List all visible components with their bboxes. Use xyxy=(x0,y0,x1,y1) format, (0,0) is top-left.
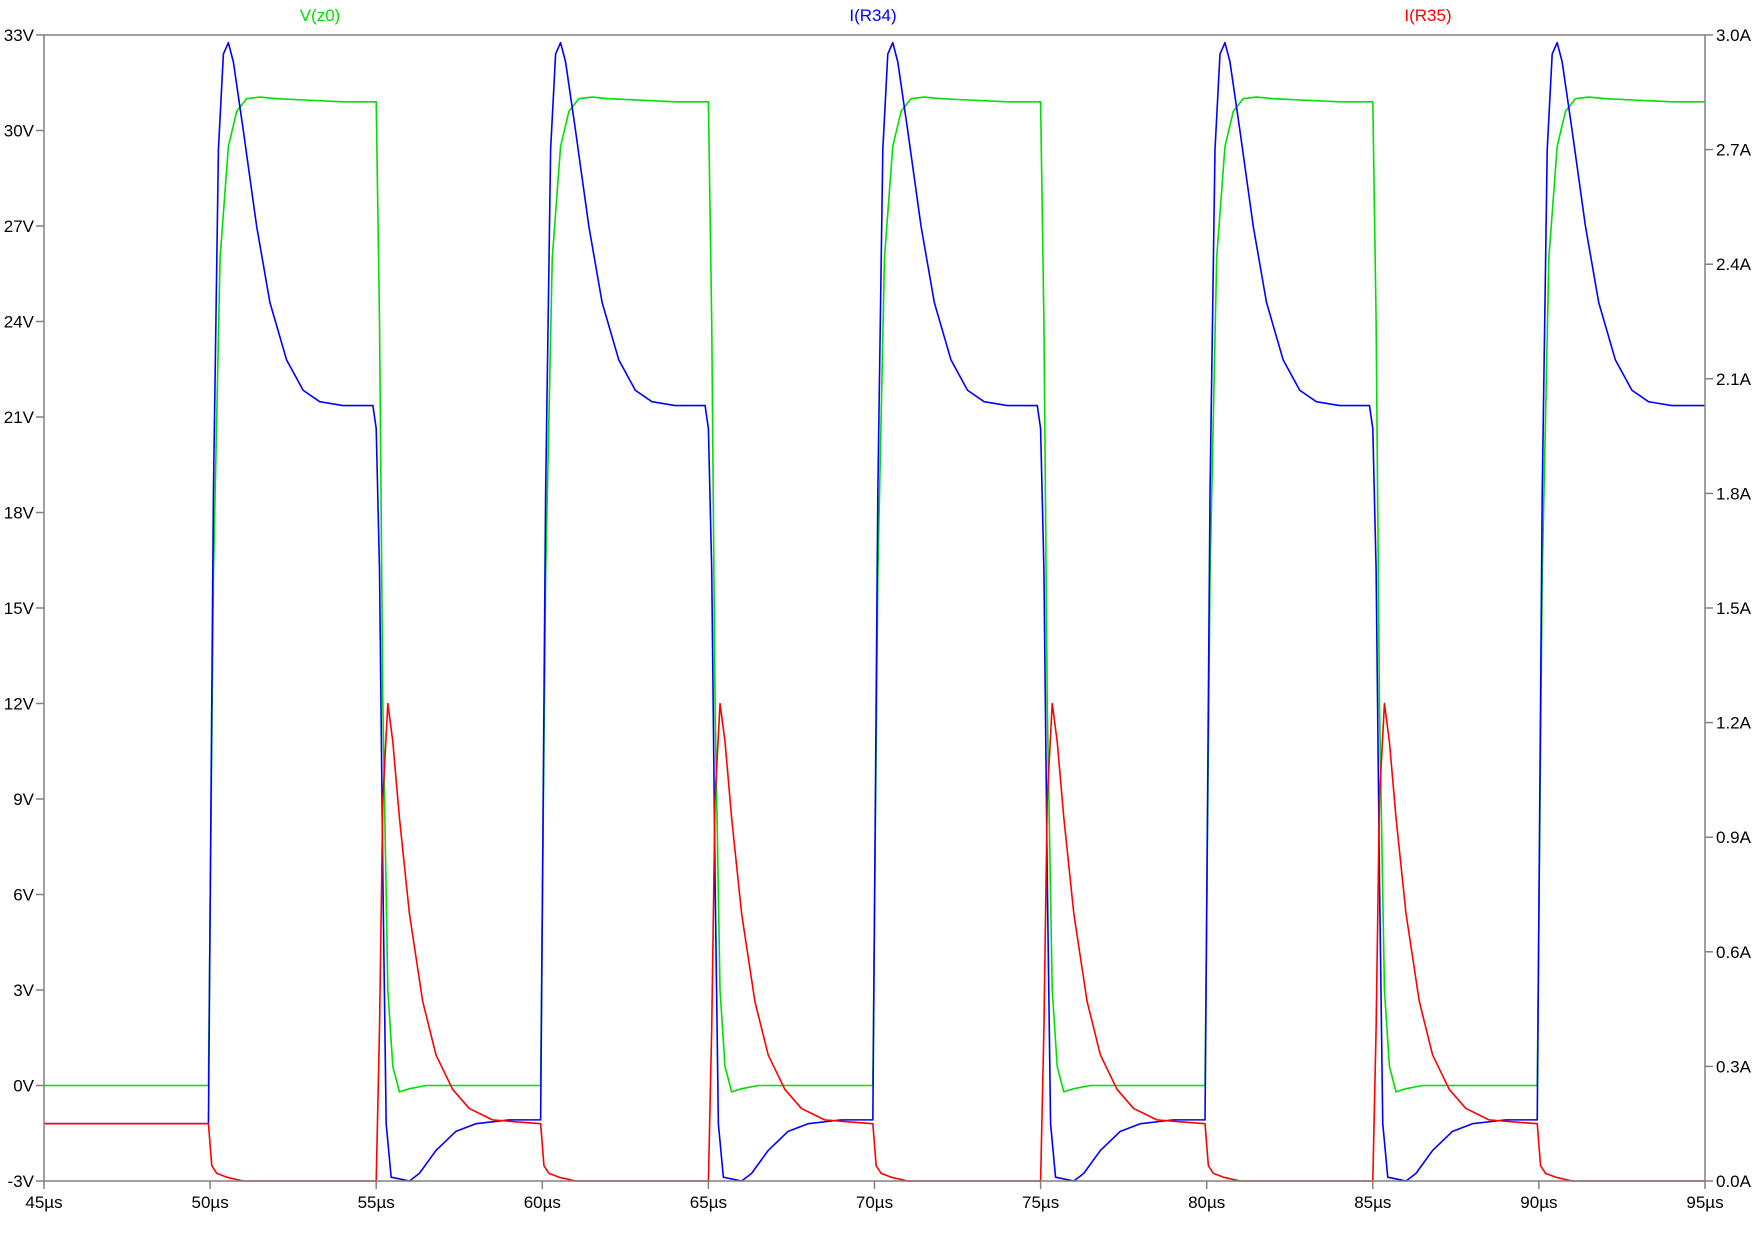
y-left-tick-label: 3V xyxy=(13,981,34,1000)
legend-entry: V(z0) xyxy=(300,6,341,25)
y-left-tick-label: 12V xyxy=(4,695,35,714)
x-tick-label: 55µs xyxy=(358,1193,395,1212)
x-tick-label: 50µs xyxy=(191,1193,228,1212)
y-right-tick-label: 1.8A xyxy=(1716,484,1752,503)
y-right-tick-label: 3.0A xyxy=(1716,26,1752,45)
y-left-tick-label: 30V xyxy=(4,122,35,141)
series-line-i-r35 xyxy=(44,702,1705,1182)
y-right-tick-label: 2.4A xyxy=(1716,255,1752,274)
y-left-tick-label: 15V xyxy=(4,599,35,618)
x-tick-label: 90µs xyxy=(1520,1193,1557,1212)
y-right-tick-label: 1.5A xyxy=(1716,599,1752,618)
y-right-tick-label: 0.3A xyxy=(1716,1057,1752,1076)
x-tick-label: 95µs xyxy=(1686,1193,1723,1212)
y-right-tick-label: 0.0A xyxy=(1716,1172,1752,1191)
y-right-tick-label: 2.7A xyxy=(1716,141,1752,160)
x-tick-label: 75µs xyxy=(1022,1193,1059,1212)
y-right-tick-label: 0.9A xyxy=(1716,828,1752,847)
y-left-tick-label: 33V xyxy=(4,26,35,45)
series-line-v-z0 xyxy=(44,96,1705,1093)
legend-entry: I(R34) xyxy=(849,6,896,25)
y-axis-left: -3V 0V 3V 6V 9V 12V 15V 18V 21V 24V 27V 30V 33V xyxy=(4,26,44,1191)
x-axis: 45µs 50µs 55µs 60µs 65µs 70µs 75µs 80µs 85µs 90µs… xyxy=(25,1181,1724,1212)
y-right-tick-label: 1.2A xyxy=(1716,714,1752,733)
x-tick-label: 80µs xyxy=(1188,1193,1225,1212)
legend-entry: I(R35) xyxy=(1404,6,1451,25)
y-left-tick-label: 21V xyxy=(4,408,35,427)
x-tick-label: 65µs xyxy=(690,1193,727,1212)
x-tick-label: 85µs xyxy=(1354,1193,1391,1212)
y-left-tick-label: 24V xyxy=(4,313,35,332)
y-left-tick-label: -3V xyxy=(8,1172,35,1191)
y-left-tick-label: 9V xyxy=(13,790,34,809)
legend: V(z0) I(R34) I(R35) xyxy=(300,6,1452,25)
y-right-tick-label: 0.6A xyxy=(1716,943,1752,962)
x-tick-label: 70µs xyxy=(856,1193,893,1212)
y-left-tick-label: 18V xyxy=(4,504,35,523)
x-tick-label: 60µs xyxy=(524,1193,561,1212)
y-left-tick-label: 27V xyxy=(4,217,35,236)
y-left-tick-label: 6V xyxy=(13,886,34,905)
y-left-tick-label: 0V xyxy=(13,1077,34,1096)
x-tick-label: 45µs xyxy=(25,1193,62,1212)
y-axis-right: 0.0A 0.3A 0.6A 0.9A 1.2A 1.5A 1.8A 2.1A 2.4A 2.7A… xyxy=(1705,26,1752,1191)
y-right-tick-label: 2.1A xyxy=(1716,370,1752,389)
